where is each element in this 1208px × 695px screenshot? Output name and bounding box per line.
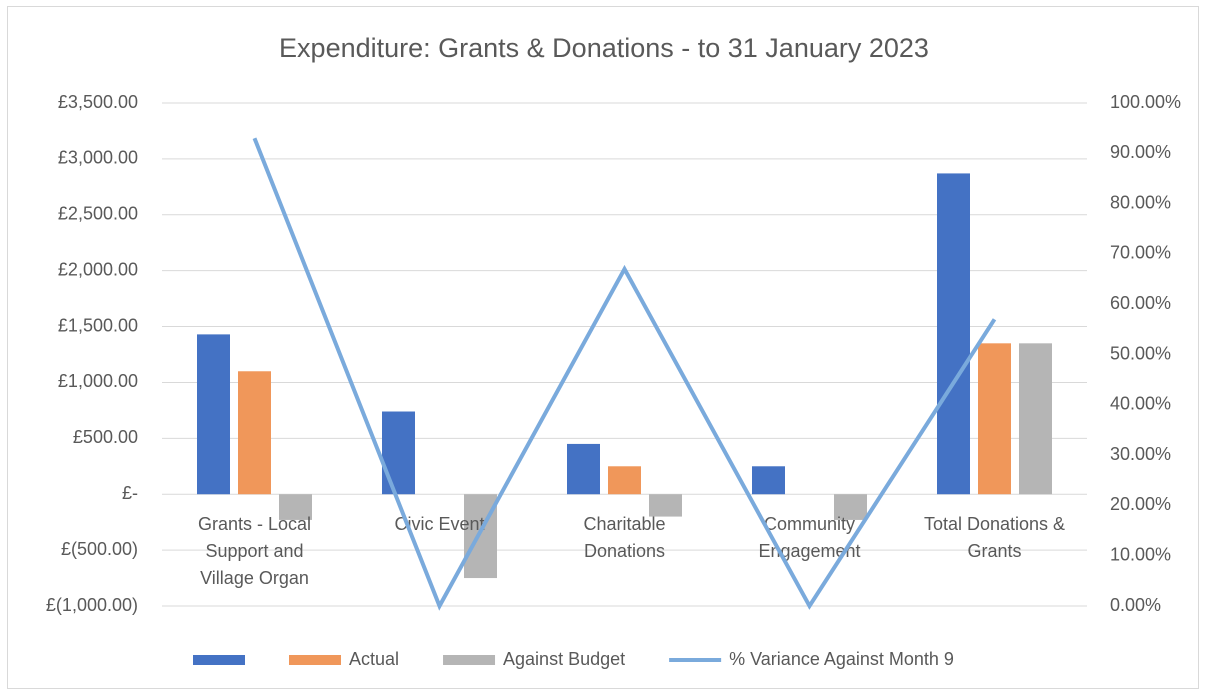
y-tick-label: £1,500.00 [58, 315, 138, 335]
bar [238, 371, 271, 495]
legend-swatch [443, 655, 496, 665]
y2-tick-label: 90.00% [1110, 142, 1171, 162]
y-tick-label: £(500.00) [61, 539, 138, 559]
legend-label: Against Budget [503, 649, 625, 669]
legend-label: % Variance Against Month 9 [729, 649, 954, 669]
line-series [252, 137, 997, 611]
bar [649, 494, 682, 517]
y2-tick-label: 10.00% [1110, 544, 1171, 564]
x-tick-label: Civic Event [394, 514, 484, 534]
bar [978, 343, 1011, 495]
y-tick-label: £(1,000.00) [46, 595, 138, 615]
bar [608, 466, 641, 495]
x-tick-label: Charitable Donations [583, 514, 665, 561]
x-tick-label: Grants - Local Support and Village Organ [198, 514, 311, 588]
bar [937, 173, 970, 495]
bar [567, 443, 600, 495]
bar [197, 334, 230, 495]
y2-tick-label: 100.00% [1110, 92, 1181, 112]
y2-tick-label: 30.00% [1110, 444, 1171, 464]
y-tick-label: £2,500.00 [58, 204, 138, 224]
y2-tick-label: 70.00% [1110, 243, 1171, 263]
bar [382, 411, 415, 495]
y-tick-label: £3,000.00 [58, 148, 138, 168]
y2-tick-label: 60.00% [1110, 293, 1171, 313]
legend-label: Actual [349, 649, 399, 669]
y-tick-label: £1,000.00 [58, 371, 138, 391]
bar [1019, 343, 1052, 495]
bar [834, 494, 867, 520]
y2-tick-label: 50.00% [1110, 343, 1171, 363]
bar [279, 494, 312, 520]
y2-tick-label: 20.00% [1110, 494, 1171, 514]
chart-title: Expenditure: Grants & Donations - to 31 … [279, 33, 929, 63]
legend-swatch [289, 655, 341, 665]
x-tick-label: Total Donations & Grants [924, 514, 1065, 561]
y-tick-label: £3,500.00 [58, 92, 138, 112]
y-tick-label: £500.00 [73, 427, 138, 447]
y-tick-label: £2,000.00 [58, 259, 138, 279]
bar [752, 466, 785, 495]
y-tick-label: £- [122, 483, 138, 503]
y2-tick-label: 0.00% [1110, 595, 1161, 615]
y2-tick-label: 80.00% [1110, 192, 1171, 212]
y2-tick-label: 40.00% [1110, 394, 1171, 414]
legend-swatch [193, 655, 245, 665]
